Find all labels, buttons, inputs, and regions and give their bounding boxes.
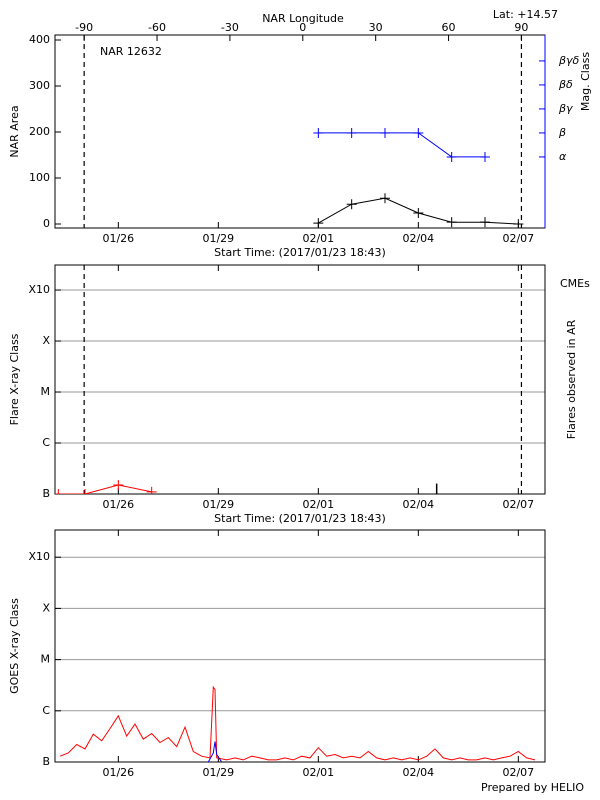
y-tick-label: X10 [28,550,50,563]
plus-marker [413,207,424,218]
x-axis-label: Start Time: (2017/01/23 18:43) [214,246,386,259]
series-line [207,741,223,762]
y2-axis-label: Flares observed in AR [565,319,578,439]
plus-marker [346,127,357,138]
x-tick-label: 02/04 [402,232,434,245]
plus-marker [380,127,390,138]
plot-frame [54,34,546,229]
plot-frame [54,264,546,495]
y-tick-label: 300 [29,79,50,92]
x-tick-label: 02/04 [402,498,434,511]
x2-tick-label: -90 [75,21,93,34]
x-tick-label: 01/29 [202,498,234,511]
x2-axis-label: NAR Longitude [262,12,344,25]
x-tick-label: 01/26 [102,766,134,779]
series-group [313,127,524,228]
plus-marker [413,127,424,138]
y-tick-label: B [42,487,50,500]
y-axis-label: NAR Area [8,105,21,157]
y-tick-label: X10 [28,283,50,296]
y-tick-label: 100 [29,171,50,184]
x-tick-label: 01/26 [102,498,134,511]
plus-marker [380,193,390,204]
plus-marker [146,486,157,494]
x-tick-label: 02/01 [302,766,334,779]
y-tick-label: B [42,755,50,768]
plus-marker [80,489,90,494]
x-tick-label: 02/01 [302,232,334,245]
x-tick-label: 02/04 [402,766,434,779]
y2-tick-label: βγδ [558,54,580,67]
plus-marker [113,480,124,491]
y-axis-label: GOES X-ray Class [8,598,21,694]
plus-marker [513,218,524,228]
x-tick-label: 02/07 [502,232,534,245]
panel-title: NAR 12632 [100,45,162,58]
plus-marker [313,127,324,138]
y-tick-label: 400 [29,33,50,46]
series-group [59,685,536,762]
y2-tick-label: β [558,126,566,139]
x2-tick-label: -60 [148,21,166,34]
x-tick-label: 01/29 [202,232,234,245]
plus-marker [446,217,457,228]
x2-tick-label: 0 [299,21,306,34]
series-group [55,480,438,494]
x-tick-label: 01/26 [102,232,134,245]
plus-marker [480,151,490,162]
plus-marker [446,151,457,162]
series-line [318,132,485,158]
x-tick-label: 02/07 [502,498,534,511]
series-line [59,685,536,761]
y-tick-label: C [42,436,50,449]
y2-tick-label: βγ [558,102,573,115]
y-tick-label: 0 [43,217,50,230]
series-line [58,484,152,494]
annotation: Lat: +14.57 [493,8,558,21]
x2-tick-label: 90 [514,21,528,34]
plus-marker [480,217,490,228]
plus-marker [313,218,324,228]
y2-tick-label: βδ [558,78,573,91]
y-tick-label: X [42,601,50,614]
x2-tick-label: 60 [442,21,456,34]
y-tick-label: C [42,704,50,717]
y2-tick-label: α [559,150,567,163]
annotation: CMEs [560,277,590,290]
x-axis-label: Start Time: (2017/01/23 18:43) [214,512,386,525]
y-tick-label: M [41,653,51,666]
footer: Prepared by HELIO [481,781,584,794]
y-tick-label: 200 [29,125,50,138]
x-tick-label: 02/01 [302,498,334,511]
y-axis-label: Flare X-ray Class [8,333,21,425]
x2-tick-label: 30 [369,21,383,34]
x2-tick-label: -30 [221,21,239,34]
plus-marker [55,489,64,494]
y-tick-label: M [41,385,51,398]
plus-marker [346,199,357,210]
x-tick-label: 01/29 [202,766,234,779]
y2-axis-label: Mag. Class [579,52,592,111]
y-tick-label: X [42,334,50,347]
plot-frame [54,529,546,763]
x-tick-label: 02/07 [502,766,534,779]
